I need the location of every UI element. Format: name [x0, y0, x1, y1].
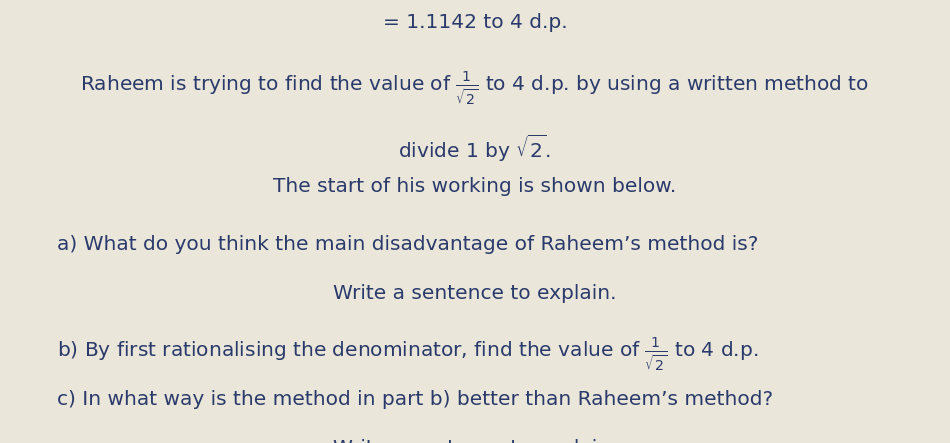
Text: Write a sentence to explain.: Write a sentence to explain. [333, 439, 617, 443]
Text: c) In what way is the method in part b) better than Raheem’s method?: c) In what way is the method in part b) … [57, 390, 773, 409]
Text: The start of his working is shown below.: The start of his working is shown below. [274, 177, 676, 196]
Text: divide 1 by $\sqrt{2}$.: divide 1 by $\sqrt{2}$. [398, 133, 552, 164]
Text: Write a sentence to explain.: Write a sentence to explain. [333, 284, 617, 303]
Text: b) By first rationalising the denominator, find the value of $\frac{1}{\sqrt{2}}: b) By first rationalising the denominato… [57, 337, 758, 374]
Text: = 1.1142 to 4 d.p.: = 1.1142 to 4 d.p. [383, 13, 567, 32]
Text: Raheem is trying to find the value of $\frac{1}{\sqrt{2}}$ to 4 d.p. by using a : Raheem is trying to find the value of $\… [81, 71, 869, 109]
Text: a) What do you think the main disadvantage of Raheem’s method is?: a) What do you think the main disadvanta… [57, 235, 758, 254]
